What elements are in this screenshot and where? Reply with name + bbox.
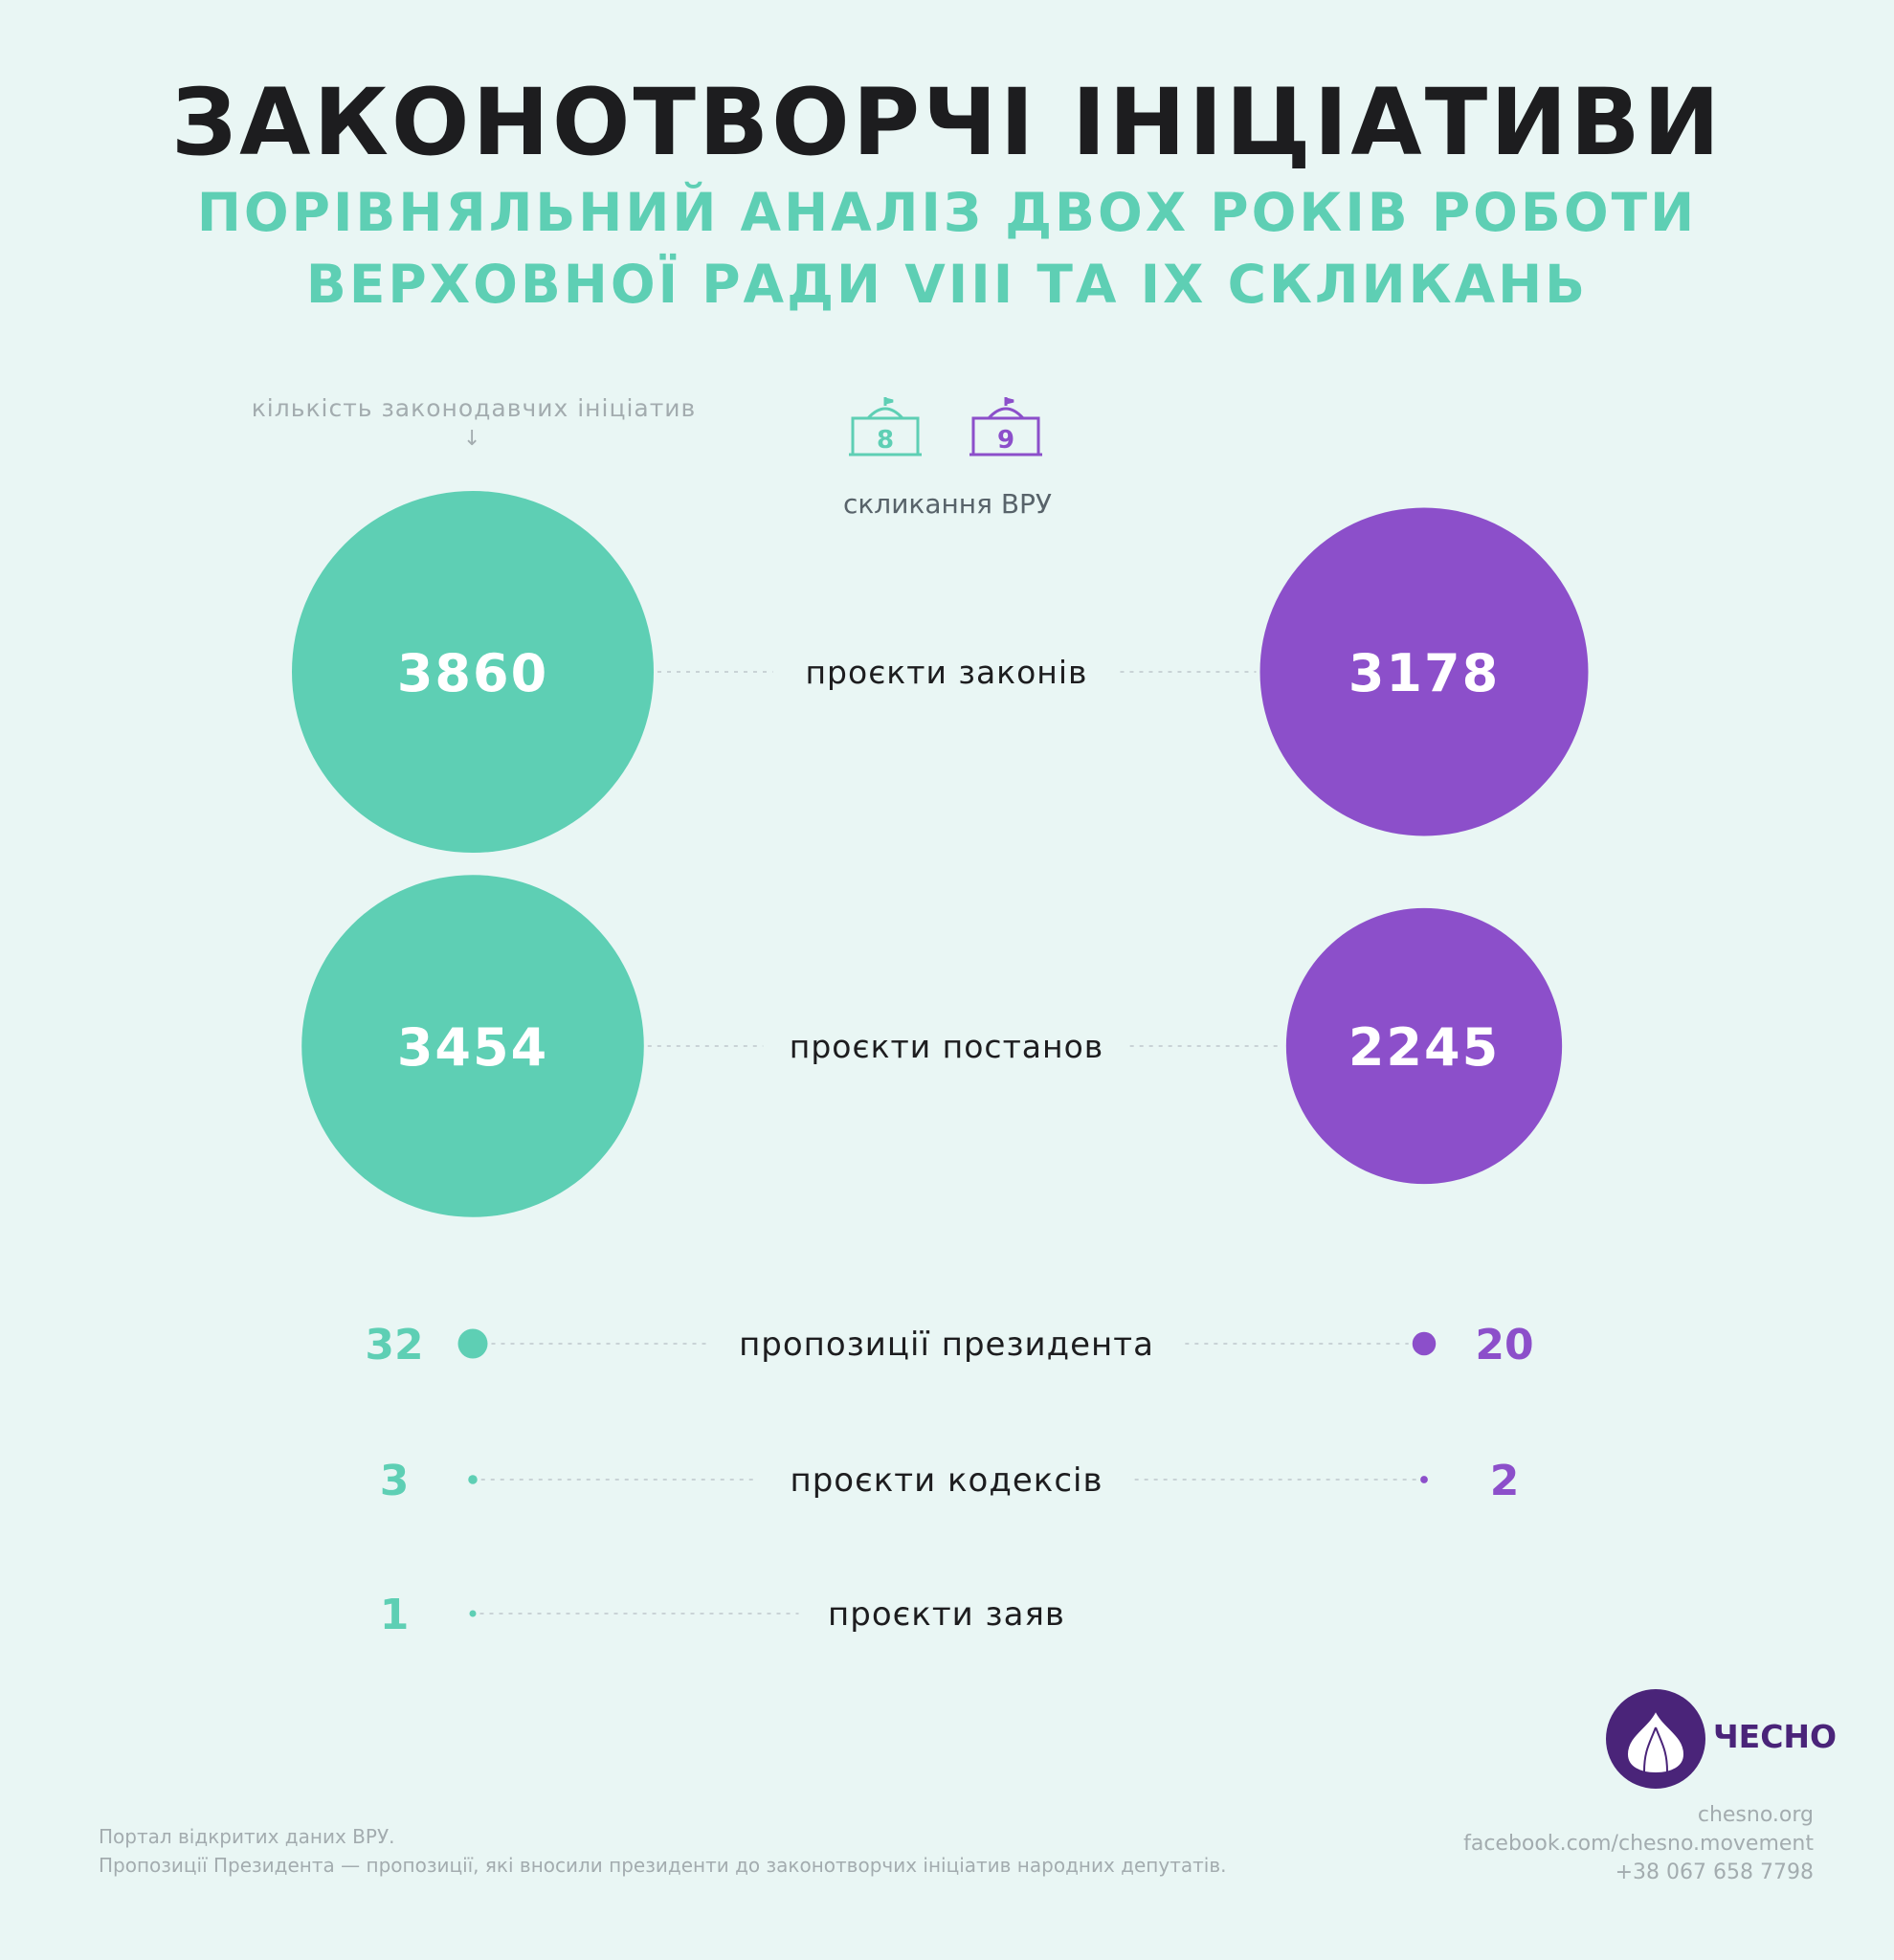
bubble-9 — [1285, 907, 1563, 1185]
category-label: проєкти постанов — [790, 1028, 1104, 1065]
footer-source: Портал відкритих даних ВРУ. — [99, 1825, 395, 1848]
contact-facebook[interactable]: facebook.com/chesno.movement — [1463, 1832, 1814, 1856]
contact-website[interactable]: chesno.org — [1697, 1803, 1814, 1827]
legend-label: скликання ВРУ — [843, 488, 1052, 520]
bubble-8 — [301, 875, 644, 1217]
value-label-8: 1 — [380, 1591, 410, 1639]
dot-8 — [469, 1610, 477, 1617]
bubble-value-8: 3860 — [397, 643, 548, 703]
parliament-building-icon-8: 8 — [849, 397, 922, 457]
value-label-9: 2 — [1490, 1457, 1520, 1505]
category-label: проєкти кодексів — [791, 1461, 1103, 1500]
subtitle-line-1: ПОРІВНЯЛЬНИЙ АНАЛІЗ ДВОХ РОКІВ РОБОТИ — [196, 182, 1698, 243]
dot-8 — [468, 1475, 478, 1484]
dot-9 — [1420, 1476, 1428, 1483]
bubble-value-8: 3454 — [397, 1017, 548, 1078]
garlic-logo-icon — [1606, 1689, 1705, 1789]
footer-notes: Портал відкритих даних ВРУ. Пропозиції П… — [99, 1822, 1226, 1880]
bubble-value-9: 3178 — [1348, 643, 1500, 703]
page-title: ЗАКОНОТВОРЧІ ІНІЦІАТИВИ — [170, 69, 1724, 176]
bubble-9 — [1259, 507, 1589, 836]
logo-text: ЧЕСНО — [1713, 1718, 1838, 1755]
bubble-8 — [292, 491, 654, 853]
value-label-9: 20 — [1475, 1321, 1533, 1370]
contacts: chesno.org facebook.com/chesno.movement … — [1463, 1801, 1814, 1887]
subtitle-line-2: ВЕРХОВНОЇ РАДИ VIII ТА IX СКЛИКАНЬ — [305, 254, 1589, 315]
value-label-8: 32 — [365, 1321, 423, 1370]
category-label: проєкти заяв — [828, 1595, 1065, 1634]
parliament-building-icon-9: 9 — [969, 397, 1042, 457]
legend-number-8: 8 — [877, 426, 894, 455]
dot-9 — [1412, 1331, 1437, 1356]
category-label: проєкти законів — [805, 654, 1087, 691]
category-label: пропозиції президента — [739, 1325, 1154, 1364]
footer-definition: Пропозиції Президента — пропозиції, які … — [99, 1854, 1227, 1877]
axis-note: кількість законодавчих ініціатив — [251, 394, 697, 422]
dot-8 — [457, 1328, 488, 1359]
arrow-down-icon: ↓ — [463, 427, 481, 451]
value-label-8: 3 — [380, 1457, 410, 1505]
contact-phone: +38 067 658 7798 — [1615, 1860, 1814, 1884]
legend-number-9: 9 — [997, 426, 1014, 455]
bubble-value-9: 2245 — [1348, 1017, 1500, 1078]
